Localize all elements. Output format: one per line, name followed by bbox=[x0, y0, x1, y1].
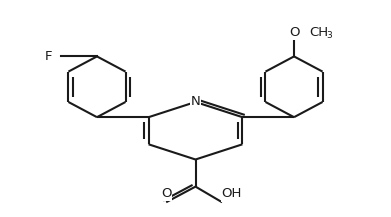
Text: N: N bbox=[191, 95, 200, 108]
Text: OH: OH bbox=[222, 187, 242, 201]
Text: CH: CH bbox=[310, 26, 329, 39]
Text: 3: 3 bbox=[326, 31, 332, 40]
Text: O: O bbox=[161, 187, 171, 200]
Text: O: O bbox=[289, 26, 299, 39]
Text: F: F bbox=[45, 50, 53, 63]
